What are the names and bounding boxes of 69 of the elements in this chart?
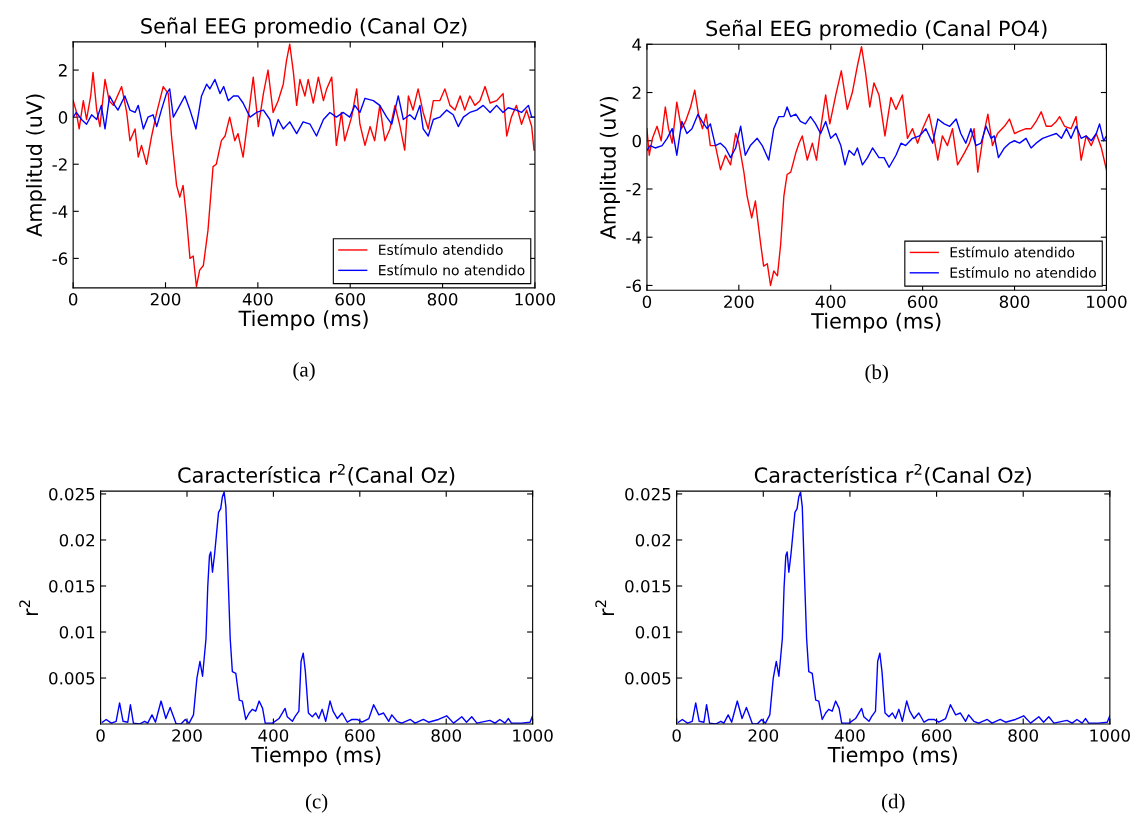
y-tick-label: 0.01 [59, 625, 95, 639]
y-axis-title: Amplitud (uV) [25, 94, 47, 237]
x-axis-title: Tiempo (ms) [251, 746, 381, 767]
y-tick-label: 0.015 [625, 579, 671, 593]
x-tick-label: 1000 [1087, 295, 1127, 309]
y-tick-label: 0.015 [49, 579, 95, 593]
x-tick-label: 0 [96, 729, 105, 742]
chart-title: Señal EEG promedio (Canal PO4) [706, 19, 1047, 41]
chart-title: Característica r$^{2}$(Canal Oz) [754, 463, 1031, 486]
y-tick-label: 0.005 [625, 672, 671, 685]
x-tick-label: 400 [815, 295, 846, 309]
y-axis-title: Amplitud (uV) [599, 96, 620, 240]
x-tick-label: 200 [150, 292, 181, 306]
y-tick-label: -2 [626, 182, 641, 196]
x-tick-label: 800 [1008, 729, 1039, 742]
x-tick-label: 200 [724, 295, 754, 309]
legend-label: Estímulo atendido [379, 243, 503, 256]
y-tick-label: -4 [52, 205, 68, 218]
legend-label: Estímulo no atendido [950, 266, 1096, 278]
x-tick-label: 1000 [1090, 729, 1130, 742]
y-tick-label: -6 [626, 279, 642, 293]
line-series [73, 78, 535, 137]
x-tick-label: 200 [172, 729, 202, 742]
chart-title: Señal EEG promedio (Canal Oz) [141, 17, 467, 38]
y-tick-label: 2 [632, 86, 641, 99]
y-tick-label: -4 [626, 231, 642, 244]
y-tick-label: -2 [52, 158, 67, 171]
x-axis-title: Tiempo (ms) [238, 310, 368, 331]
y-tick-label: 2 [58, 64, 67, 77]
y-tick-label: 0 [58, 111, 68, 124]
x-tick-label: 400 [242, 292, 273, 306]
y-tick-label: 0 [632, 134, 641, 148]
x-tick-label: 600 [345, 729, 375, 742]
x-axis-title: Tiempo (ms) [811, 312, 941, 333]
chart-title: Característica r$^{2}$(Canal Oz) [178, 463, 455, 486]
x-tick-label: 800 [999, 295, 1030, 309]
x-tick-label: 400 [258, 729, 289, 742]
line-series [101, 491, 533, 725]
y-tick-label: 0.025 [625, 487, 671, 501]
y-tick-label: 4 [632, 38, 642, 51]
x-tick-label: 200 [748, 729, 779, 742]
y-tick-label: 0.02 [59, 533, 95, 547]
line-series [73, 43, 535, 288]
x-axis-title: Tiempo (ms) [827, 746, 957, 767]
x-tick-label: 800 [431, 729, 462, 742]
text: (d) [882, 793, 905, 813]
text: (b) [865, 364, 888, 384]
x-tick-label: 400 [834, 729, 865, 742]
line-series [646, 106, 1107, 168]
x-tick-label: 0 [672, 729, 681, 742]
x-tick-label: 800 [427, 292, 458, 306]
text: (c) [305, 793, 328, 813]
line-series [646, 45, 1107, 287]
y-tick-label: 0.005 [49, 672, 95, 685]
y-tick-label: 0.01 [635, 625, 671, 639]
y-tick-label: 0.025 [49, 487, 95, 501]
text: (a) [293, 362, 315, 381]
y-tick-label: -6 [52, 252, 68, 265]
y-axis-title: r$^{2}$ [595, 600, 615, 616]
legend-label: Estímulo no atendido [379, 264, 525, 276]
y-axis-title: r$^{2}$ [19, 600, 38, 616]
x-tick-label: 1000 [513, 729, 553, 742]
x-tick-label: 600 [335, 292, 366, 306]
line-series [677, 491, 1110, 725]
x-tick-label: 600 [921, 729, 952, 742]
x-tick-label: 600 [907, 295, 938, 309]
legend-label: Estímulo atendido [950, 246, 1075, 258]
y-tick-label: 0.02 [635, 533, 671, 547]
x-tick-label: 1000 [515, 292, 556, 306]
